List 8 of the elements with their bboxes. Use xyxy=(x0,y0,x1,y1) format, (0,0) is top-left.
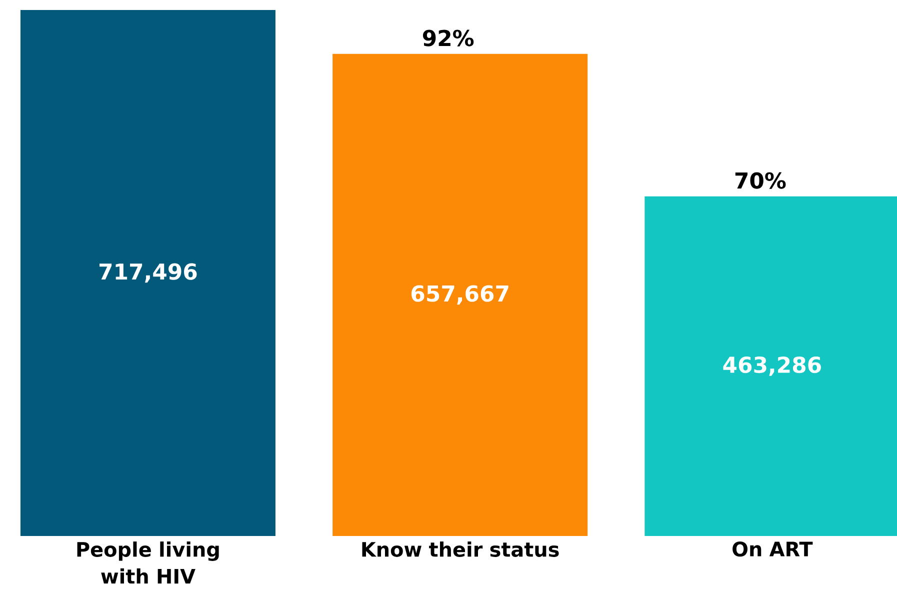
x-tick-label: People living with HIV xyxy=(77,542,219,584)
data-label: 717,496 xyxy=(100,263,197,283)
annotation: 70% xyxy=(735,172,786,189)
x-tick-label: On ART xyxy=(732,542,813,557)
annotation: 92% xyxy=(422,30,474,46)
x-tick-label: Know their status xyxy=(362,542,559,557)
data-label: 463,286 xyxy=(723,356,821,376)
data-label: 657,667 xyxy=(412,285,508,305)
